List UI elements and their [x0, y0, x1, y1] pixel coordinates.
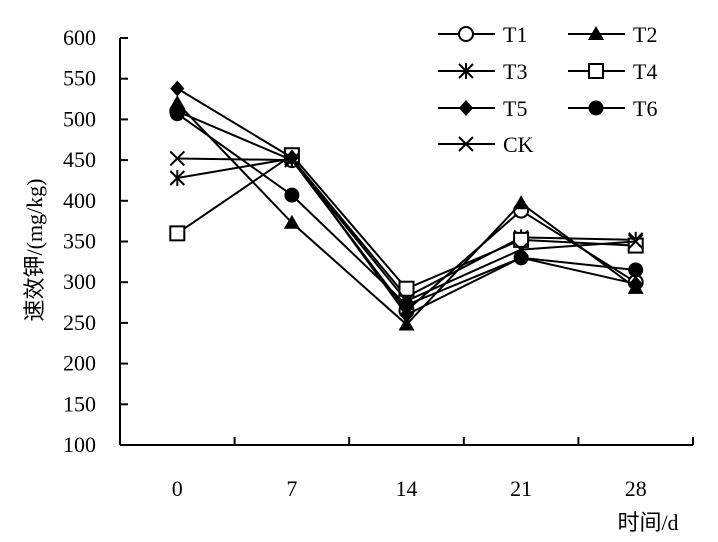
- data-point-t4: [398, 280, 415, 297]
- data-point-t5: [284, 149, 299, 166]
- legend-marker-t6: [588, 100, 604, 116]
- legend-marker-t5: [459, 100, 473, 116]
- y-tick-label: 550: [63, 66, 96, 91]
- series-line-t6: [176, 112, 636, 307]
- data-point-t6: [399, 297, 414, 313]
- series-t4: [169, 147, 644, 297]
- data-point-ck: [284, 152, 300, 168]
- legend-label-t1: T1: [503, 22, 527, 47]
- data-point-t4: [169, 225, 186, 242]
- y-tick-label: 350: [63, 229, 96, 254]
- data-point-t6: [169, 106, 185, 122]
- legend-marker-t3: [458, 63, 474, 79]
- series-line-t3: [177, 157, 636, 299]
- y-tick-label: 200: [63, 351, 96, 376]
- data-point-t3: [169, 170, 186, 187]
- chart-legend: T1 T2 T3 T4 T5 T6 CK: [438, 22, 657, 157]
- data-point-t4: [513, 231, 530, 248]
- legend-label-t6: T6: [633, 96, 657, 121]
- x-tick-label: 21: [510, 476, 532, 501]
- y-axis-title: 速效钾/(mg/kg): [22, 179, 47, 322]
- data-point-t6: [628, 262, 644, 278]
- y-tick-label: 600: [63, 25, 96, 50]
- legend-marker-t4: [588, 63, 604, 79]
- y-tick-label: 450: [63, 147, 96, 172]
- legend-item-t3: T3: [438, 59, 527, 84]
- y-tick-label: 250: [63, 310, 96, 335]
- data-point-ck: [513, 241, 529, 258]
- legend-marker-ck: [458, 136, 474, 152]
- legend-label-t3: T3: [503, 59, 527, 84]
- series-t2: [169, 95, 644, 331]
- x-tick-label: 0: [172, 476, 183, 501]
- legend-label-ck: CK: [503, 132, 534, 157]
- y-tick-label: 150: [63, 391, 96, 416]
- data-point-ck: [398, 293, 415, 309]
- x-tick-label: 7: [286, 476, 297, 501]
- legend-label-t2: T2: [633, 22, 657, 47]
- legend-item-t5: T5: [438, 96, 527, 121]
- x-axis-title: 时间/d: [617, 510, 678, 535]
- data-point-t2: [283, 214, 300, 229]
- chart-axes: 100 150 200 250 300 350 400 450 500 550 600 0 7 14 21 2…: [63, 25, 694, 501]
- data-point-t2: [398, 316, 415, 331]
- y-tick-label: 500: [63, 106, 96, 131]
- legend-marker-t1: [458, 26, 474, 42]
- legend-item-t1: T1: [438, 22, 527, 47]
- legend-item-t6: T6: [568, 96, 657, 121]
- x-tick-label: 28: [625, 476, 647, 501]
- series-ck: [169, 150, 644, 309]
- y-tick-label: 300: [63, 269, 96, 294]
- data-point-ck: [627, 233, 644, 250]
- legend-label-t4: T4: [633, 59, 657, 84]
- legend-label-t5: T5: [503, 96, 527, 121]
- data-point-t2: [513, 195, 530, 210]
- data-point-t5: [628, 275, 643, 292]
- series-line-ck: [177, 157, 636, 303]
- chart-series: [169, 80, 644, 331]
- legend-item-ck: CK: [438, 132, 534, 157]
- y-tick-label: 100: [63, 432, 96, 457]
- y-tick-label: 400: [63, 188, 96, 213]
- legend-item-t4: T4: [568, 59, 657, 84]
- legend-item-t2: T2: [568, 22, 657, 47]
- data-point-t2: [169, 95, 186, 110]
- legend-marker-t2: [588, 26, 604, 40]
- data-point-t5: [170, 80, 185, 97]
- data-point-t6: [284, 187, 300, 203]
- data-point-ck: [169, 150, 186, 167]
- x-tick-label: 14: [396, 476, 418, 501]
